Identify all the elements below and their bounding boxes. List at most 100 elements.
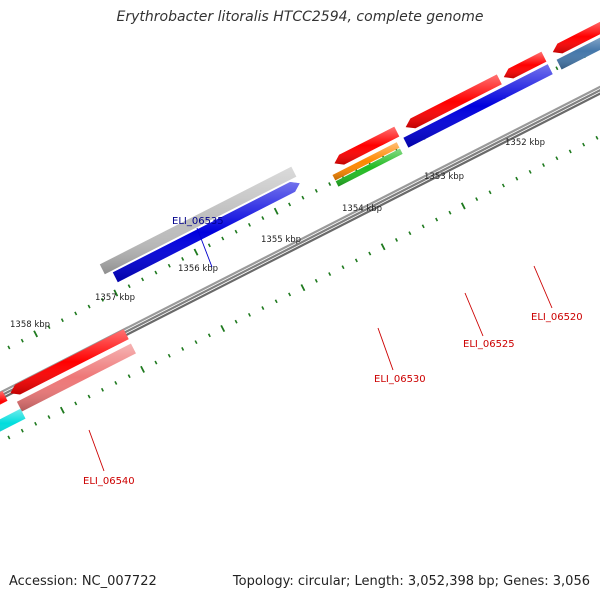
gene-arrow-shading [332, 142, 400, 181]
scale-tick-mark [301, 195, 305, 200]
scale-tick-mark [542, 163, 546, 167]
gene-label-leader-line [88, 429, 105, 472]
scale-tick-mark [127, 284, 131, 289]
scale-tick-mark [273, 207, 279, 215]
gene-feature[interactable] [16, 343, 136, 412]
scale-tick-mark [501, 183, 505, 188]
scale-tick-mark [380, 243, 386, 251]
gene-feature[interactable] [556, 33, 600, 70]
scale-tick-mark [100, 297, 104, 302]
scale-tick-mark [408, 231, 412, 236]
scale-tick-mark [274, 299, 278, 304]
scale-tick-mark [181, 347, 185, 351]
scale-tick-mark [167, 263, 171, 268]
scale-tick-label: 1354 kbp [342, 204, 382, 214]
gene-feature[interactable] [334, 126, 400, 165]
gene-feature[interactable] [503, 51, 547, 79]
gene-arrow-shading [403, 64, 553, 148]
gene-feature[interactable] [332, 142, 400, 181]
gene-arrow-shading [335, 148, 403, 187]
scale-tick-mark [20, 428, 24, 433]
scale-tick-mark [141, 277, 145, 282]
gene-feature[interactable] [10, 329, 129, 395]
scale-tick-label: 1355 kbp [261, 235, 301, 245]
scale-tick-mark [488, 190, 492, 195]
gene-feature[interactable] [112, 182, 300, 283]
gene-arrow-shading [0, 391, 8, 405]
gene-label-leader-line [464, 292, 484, 337]
gene-feature[interactable] [99, 166, 297, 275]
scale-tick-mark [314, 188, 318, 193]
scale-tick-mark [300, 284, 306, 292]
scale-tick-mark [555, 156, 559, 161]
gene-label[interactable]: ELI_06520 [531, 312, 583, 323]
scale-tick-mark [100, 387, 104, 392]
scale-tick-mark [154, 270, 158, 275]
scale-tick-mark [234, 229, 238, 234]
scale-tick-mark [60, 318, 64, 323]
scale-tick-label: 1356 kbp [178, 264, 218, 274]
scale-tick-mark [167, 353, 171, 358]
scale-tick-mark [193, 248, 199, 256]
gene-label[interactable]: ELI_06530 [374, 374, 426, 385]
map-title: Erythrobacter litoralis HTCC2594, comple… [116, 9, 484, 25]
scale-tick-mark [33, 330, 39, 338]
scale-tick-mark [87, 304, 91, 309]
scale-tick-mark [368, 251, 372, 256]
scale-tick-mark [234, 319, 238, 324]
gene-arrow-shading [16, 343, 136, 412]
gene-arrow-shading [112, 182, 300, 283]
genome-stats-text: Topology: circular; Length: 3,052,398 bp… [232, 574, 590, 589]
scale-tick-mark [47, 325, 51, 329]
scale-tick-mark [207, 243, 211, 248]
gene-feature[interactable] [335, 148, 403, 187]
scale-tick-label: 1358 kbp [10, 320, 50, 330]
scale-tick-mark [34, 421, 38, 426]
scale-tick-mark [475, 197, 479, 202]
scale-tick-mark [207, 333, 211, 338]
scale-tick-mark [47, 415, 51, 419]
gene-label[interactable]: ELI_06540 [83, 476, 135, 487]
scale-tick-mark [7, 345, 11, 350]
gene-label-leader-line [196, 227, 213, 268]
gene-arrow-shading [0, 408, 26, 432]
accession-text: Accession: NC_007722 [9, 574, 157, 589]
gene-arrow-shading [99, 166, 297, 275]
gene-label[interactable]: ELI_06525 [463, 339, 515, 350]
scale-tick-mark [328, 182, 332, 186]
scale-tick-mark [288, 202, 292, 207]
gene-feature[interactable] [405, 74, 502, 129]
scale-tick-mark [127, 374, 131, 379]
scale-tick-mark [220, 324, 226, 333]
gene-label[interactable]: ELI_06535 [172, 216, 224, 227]
scale-tick-mark [194, 340, 198, 345]
scale-tick-mark [140, 365, 145, 373]
scale-tick-mark [181, 257, 185, 261]
scale-tick-mark [261, 306, 265, 310]
scale-tick-mark [247, 312, 251, 317]
gene-feature[interactable] [0, 408, 26, 438]
scale-tick-mark [154, 360, 158, 365]
scale-tick-mark [555, 66, 559, 71]
scale-tick-mark [515, 176, 519, 181]
gene-feature[interactable] [552, 20, 600, 54]
scale-tick-mark [435, 217, 439, 222]
scale-tick-mark [288, 292, 292, 297]
scale-tick-label: 1357 kbp [95, 293, 135, 303]
scale-tick-mark [341, 265, 345, 270]
scale-tick-mark [582, 142, 586, 147]
scale-tick-mark [328, 272, 332, 276]
gene-label-leader-line [377, 327, 394, 371]
gene-feature[interactable] [403, 64, 553, 148]
scale-tick-mark [87, 394, 91, 399]
scale-tick-mark [528, 169, 532, 174]
gene-feature[interactable] [0, 391, 8, 413]
scale-tick-mark [394, 238, 399, 242]
gene-arrow-shading [503, 51, 547, 79]
scale-tick-mark [59, 406, 65, 414]
scale-tick-mark [421, 224, 425, 229]
scale-tick-mark [7, 435, 11, 440]
scale-tick-mark [261, 216, 265, 220]
